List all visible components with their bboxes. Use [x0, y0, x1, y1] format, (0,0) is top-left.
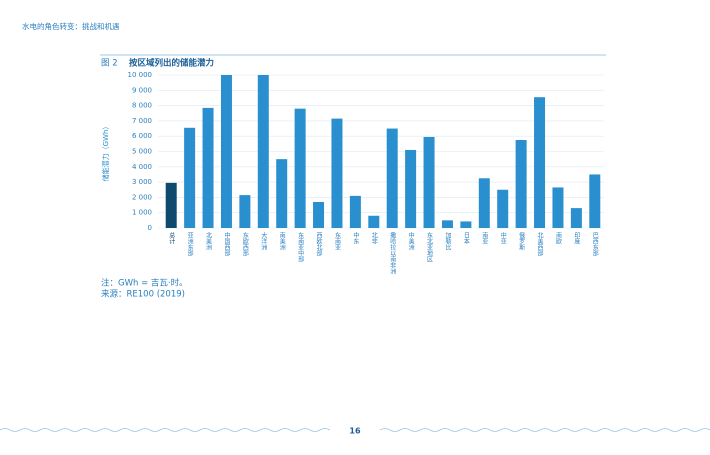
bar [478, 178, 490, 228]
x-tick-label: 总计 [168, 231, 175, 245]
y-axis-label: 储能潜力（GWh） [101, 123, 110, 182]
x-tick-label: 中国西部 [223, 231, 230, 257]
bar [313, 201, 325, 228]
bar [202, 107, 214, 228]
x-tick-label: 日本 [462, 232, 469, 245]
x-tick-label: 俄罗斯 [518, 231, 525, 251]
source: 来源：RE100 (2019) [101, 290, 185, 300]
bar [405, 149, 417, 228]
y-tick-label: 10 000 [128, 71, 153, 79]
bar [184, 127, 196, 228]
x-tick-label: 大洋洲 [260, 231, 267, 250]
bar [276, 159, 288, 228]
x-tick-label: 东南亚 [333, 231, 340, 250]
x-tick-label: 撒哈拉以南非洲 [389, 231, 396, 274]
bar [239, 195, 251, 228]
bar [515, 140, 527, 228]
bar [589, 174, 601, 228]
y-tick-label: 7 000 [132, 117, 152, 125]
bar [386, 128, 398, 228]
bar [570, 208, 582, 228]
x-tick-label: 东北亚地区 [426, 231, 433, 262]
bar [441, 220, 453, 228]
bar [552, 187, 564, 228]
bar [331, 118, 343, 228]
bar [423, 136, 435, 228]
x-tick-label: 中亚 [499, 231, 506, 244]
x-tick-label: 中东 [352, 231, 359, 244]
figure-number: 图 2 [101, 59, 118, 69]
x-tick-label: 北非 [370, 231, 377, 245]
x-tick-label: 东欧西部 [241, 231, 248, 257]
x-tick-label: 南亚 [481, 231, 488, 244]
x-tick-label: 印度 [573, 232, 580, 245]
x-tick-label: 西欧北部 [315, 232, 322, 257]
bar [294, 108, 306, 228]
bar [257, 75, 269, 228]
y-tick-label: 0 [148, 224, 152, 232]
x-tick-label: 巴西东部 [591, 232, 598, 257]
x-tick-label: 南美洲 [278, 231, 285, 250]
note: 注：GWh = 吉瓦·时。 [101, 278, 188, 289]
chart-title: 按区域列出的储能潜力 [129, 58, 214, 69]
x-tick-label: 加勒比 [444, 231, 451, 251]
x-tick-label: 亚洲东部 [186, 232, 193, 257]
bar [165, 182, 177, 228]
y-tick-label: 1 000 [132, 209, 152, 217]
x-tick-label: 北美洲 [205, 231, 212, 250]
y-tick-label: 2 000 [132, 193, 152, 201]
x-tick-label: 中美洲 [407, 231, 414, 250]
bar [460, 221, 472, 228]
x-tick-label: 南欧 [554, 231, 561, 245]
bar [368, 215, 380, 228]
x-tick-label: 东南亚中部 [297, 231, 304, 263]
y-tick-label: 9 000 [132, 86, 152, 94]
x-tick-label: 北美西部 [536, 231, 543, 257]
y-tick-label: 8 000 [132, 102, 152, 110]
bar [497, 189, 509, 228]
y-tick-label: 5 000 [132, 148, 152, 156]
page-number: 16 [349, 427, 361, 436]
wave [379, 428, 710, 432]
bar [220, 75, 232, 228]
y-tick-label: 4 000 [132, 163, 152, 171]
wave [0, 428, 331, 432]
y-tick-label: 6 000 [132, 132, 152, 140]
y-tick-label: 3 000 [132, 178, 152, 186]
header: 水电的角色转变：挑战和机遇 [22, 21, 120, 31]
bar [349, 195, 361, 228]
bar [534, 97, 546, 228]
